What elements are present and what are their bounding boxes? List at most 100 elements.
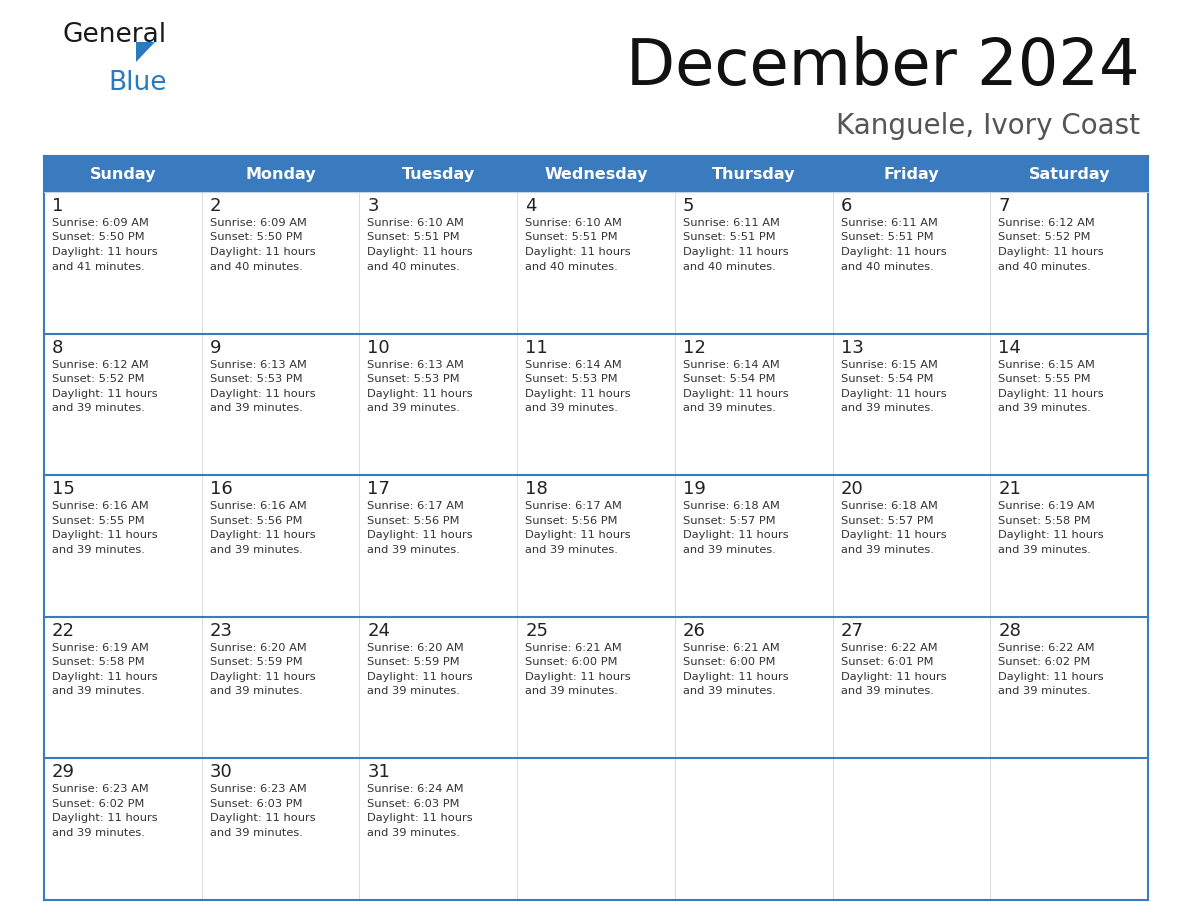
Bar [44, 476, 202, 617]
Text: Sunset: 5:51 PM: Sunset: 5:51 PM [841, 232, 934, 242]
Text: 8: 8 [52, 339, 63, 356]
Text: Daylight: 11 hours: Daylight: 11 hours [841, 247, 946, 257]
Bar [517, 192, 675, 333]
Text: Sunset: 5:58 PM: Sunset: 5:58 PM [998, 516, 1091, 526]
Text: Daylight: 11 hours: Daylight: 11 hours [52, 388, 158, 398]
Text: 24: 24 [367, 621, 391, 640]
Text: Sunset: 5:58 PM: Sunset: 5:58 PM [52, 657, 145, 667]
Text: 11: 11 [525, 339, 548, 356]
Text: and 39 minutes.: and 39 minutes. [210, 687, 303, 696]
Text: and 39 minutes.: and 39 minutes. [210, 828, 303, 838]
Text: Sunrise: 6:23 AM: Sunrise: 6:23 AM [52, 784, 148, 794]
Text: 21: 21 [998, 480, 1022, 498]
Text: Sunrise: 6:13 AM: Sunrise: 6:13 AM [210, 360, 307, 370]
Text: Daylight: 11 hours: Daylight: 11 hours [998, 247, 1104, 257]
Text: and 39 minutes.: and 39 minutes. [52, 544, 145, 554]
Text: Sunset: 6:03 PM: Sunset: 6:03 PM [367, 799, 460, 809]
Bar [991, 758, 1148, 900]
Text: Sunset: 5:53 PM: Sunset: 5:53 PM [525, 375, 618, 384]
Text: Sunday: Sunday [89, 166, 156, 182]
Bar [202, 192, 360, 333]
Text: and 40 minutes.: and 40 minutes. [841, 262, 934, 272]
Text: Sunset: 5:57 PM: Sunset: 5:57 PM [841, 516, 934, 526]
Text: and 39 minutes.: and 39 minutes. [367, 828, 460, 838]
Text: Sunrise: 6:23 AM: Sunrise: 6:23 AM [210, 784, 307, 794]
Text: 31: 31 [367, 764, 391, 781]
Bar [675, 758, 833, 900]
Text: Daylight: 11 hours: Daylight: 11 hours [367, 531, 473, 540]
Text: Daylight: 11 hours: Daylight: 11 hours [525, 247, 631, 257]
Text: 9: 9 [210, 339, 221, 356]
Text: 16: 16 [210, 480, 233, 498]
Text: Sunset: 5:59 PM: Sunset: 5:59 PM [367, 657, 460, 667]
Text: Daylight: 11 hours: Daylight: 11 hours [525, 672, 631, 682]
Text: Sunrise: 6:12 AM: Sunrise: 6:12 AM [998, 218, 1095, 228]
Bar [991, 617, 1148, 758]
Text: Daylight: 11 hours: Daylight: 11 hours [525, 531, 631, 540]
Text: Sunset: 6:01 PM: Sunset: 6:01 PM [841, 657, 933, 667]
Text: Sunrise: 6:16 AM: Sunrise: 6:16 AM [52, 501, 148, 511]
Bar [360, 333, 517, 476]
Text: Sunset: 5:59 PM: Sunset: 5:59 PM [210, 657, 302, 667]
Text: Tuesday: Tuesday [402, 166, 475, 182]
Text: and 39 minutes.: and 39 minutes. [52, 687, 145, 696]
Text: Daylight: 11 hours: Daylight: 11 hours [683, 247, 789, 257]
Polygon shape [135, 42, 154, 62]
Text: Daylight: 11 hours: Daylight: 11 hours [841, 531, 946, 540]
Text: Sunset: 5:53 PM: Sunset: 5:53 PM [367, 375, 460, 384]
Bar [517, 617, 675, 758]
Text: Wednesday: Wednesday [544, 166, 647, 182]
Bar [991, 192, 1148, 333]
Text: Sunset: 5:57 PM: Sunset: 5:57 PM [683, 516, 776, 526]
Text: Sunrise: 6:17 AM: Sunrise: 6:17 AM [525, 501, 623, 511]
Bar [675, 476, 833, 617]
Text: Daylight: 11 hours: Daylight: 11 hours [210, 813, 315, 823]
Text: 26: 26 [683, 621, 706, 640]
Bar [44, 333, 202, 476]
Text: Blue: Blue [108, 70, 166, 96]
Text: 19: 19 [683, 480, 706, 498]
Bar [202, 758, 360, 900]
Text: Daylight: 11 hours: Daylight: 11 hours [525, 388, 631, 398]
Text: Sunrise: 6:09 AM: Sunrise: 6:09 AM [52, 218, 148, 228]
Text: and 39 minutes.: and 39 minutes. [210, 403, 303, 413]
Text: Sunset: 5:52 PM: Sunset: 5:52 PM [998, 232, 1091, 242]
Bar [360, 192, 517, 333]
Text: Daylight: 11 hours: Daylight: 11 hours [367, 813, 473, 823]
Text: and 39 minutes.: and 39 minutes. [367, 544, 460, 554]
Text: Sunrise: 6:11 AM: Sunrise: 6:11 AM [841, 218, 937, 228]
Bar [991, 333, 1148, 476]
Text: 2: 2 [210, 197, 221, 215]
Text: Sunset: 5:54 PM: Sunset: 5:54 PM [841, 375, 933, 384]
Text: Sunrise: 6:24 AM: Sunrise: 6:24 AM [367, 784, 465, 794]
Text: Sunrise: 6:11 AM: Sunrise: 6:11 AM [683, 218, 779, 228]
Text: Daylight: 11 hours: Daylight: 11 hours [683, 531, 789, 540]
Text: Sunset: 5:55 PM: Sunset: 5:55 PM [998, 375, 1091, 384]
Text: and 40 minutes.: and 40 minutes. [210, 262, 303, 272]
Text: and 40 minutes.: and 40 minutes. [683, 262, 776, 272]
Text: Daylight: 11 hours: Daylight: 11 hours [367, 672, 473, 682]
Bar [833, 333, 991, 476]
Text: and 39 minutes.: and 39 minutes. [367, 687, 460, 696]
Text: Sunset: 5:54 PM: Sunset: 5:54 PM [683, 375, 776, 384]
Text: and 39 minutes.: and 39 minutes. [525, 687, 618, 696]
Text: Daylight: 11 hours: Daylight: 11 hours [841, 672, 946, 682]
Text: Friday: Friday [884, 166, 940, 182]
Text: and 39 minutes.: and 39 minutes. [367, 403, 460, 413]
Text: Sunrise: 6:18 AM: Sunrise: 6:18 AM [841, 501, 937, 511]
Text: Sunset: 6:02 PM: Sunset: 6:02 PM [52, 799, 145, 809]
Text: Sunset: 5:51 PM: Sunset: 5:51 PM [525, 232, 618, 242]
Text: Sunrise: 6:22 AM: Sunrise: 6:22 AM [841, 643, 937, 653]
Text: and 39 minutes.: and 39 minutes. [525, 403, 618, 413]
Text: Daylight: 11 hours: Daylight: 11 hours [683, 672, 789, 682]
Text: December 2024: December 2024 [626, 36, 1140, 98]
Text: Sunrise: 6:14 AM: Sunrise: 6:14 AM [525, 360, 621, 370]
Bar [833, 758, 991, 900]
Bar [360, 476, 517, 617]
Text: Sunrise: 6:21 AM: Sunrise: 6:21 AM [683, 643, 779, 653]
Text: and 40 minutes.: and 40 minutes. [367, 262, 460, 272]
Text: Daylight: 11 hours: Daylight: 11 hours [998, 531, 1104, 540]
Text: 20: 20 [841, 480, 864, 498]
Text: Sunset: 5:50 PM: Sunset: 5:50 PM [210, 232, 302, 242]
Text: Sunrise: 6:15 AM: Sunrise: 6:15 AM [841, 360, 937, 370]
